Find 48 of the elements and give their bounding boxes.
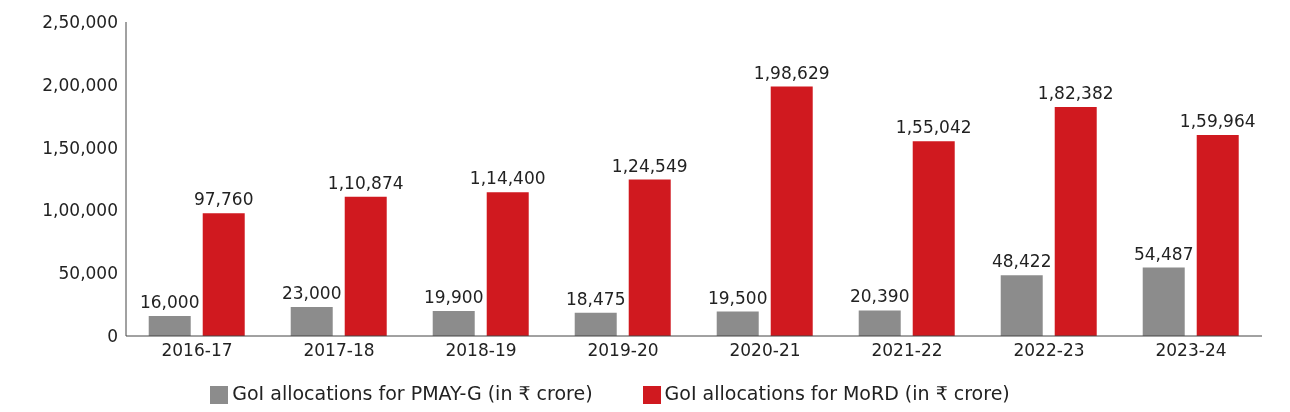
bar [1054,106,1097,336]
data-label: 48,422 [991,251,1052,272]
data-label: 1,59,964 [1179,111,1256,132]
x-tick-label: 2020-21 [729,340,801,361]
bar [858,310,901,336]
bar [628,179,671,336]
data-label: 1,98,629 [753,62,830,83]
bar [716,311,759,336]
data-label: 19,900 [423,287,484,308]
x-tick-label: 2022-23 [1013,340,1085,361]
data-label: 19,500 [707,287,768,308]
bar [432,311,475,336]
data-label: 1,82,382 [1037,82,1114,103]
x-tick-label: 2023-24 [1155,340,1227,361]
bar [344,196,387,336]
x-tick-label: 2018-19 [445,340,517,361]
data-label: 18,475 [565,288,626,309]
bar [770,86,813,336]
bar [202,213,245,336]
bar [1196,135,1239,336]
data-label: 20,390 [849,286,910,307]
data-label: 23,000 [281,283,342,304]
data-label: 97,760 [193,189,254,210]
bar [1000,275,1043,336]
bar [290,307,333,336]
y-tick-label: 1,50,000 [42,137,118,158]
data-label: 1,24,549 [611,155,688,176]
bar [486,192,529,336]
bar [574,312,617,336]
bar [912,141,955,336]
y-tick-label: 50,000 [58,263,118,284]
bar [148,315,191,336]
y-tick-label: 2,50,000 [42,12,118,33]
x-tick-label: 2021-22 [871,340,943,361]
y-tick-label: 2,00,000 [42,74,118,95]
legend-label: GoI allocations for MoRD (in ₹ crore) [664,382,1010,404]
x-tick-label: 2017-18 [303,340,375,361]
x-tick-label: 2016-17 [161,340,233,361]
bar [1142,267,1185,336]
data-label: 1,14,400 [469,168,546,189]
x-tick-label: 2019-20 [587,340,659,361]
y-tick-label: 1,00,000 [42,200,118,221]
data-label: 1,55,042 [895,117,972,138]
data-label: 54,487 [1133,243,1194,264]
data-label: 16,000 [139,291,200,312]
legend-label: GoI allocations for PMAY-G (in ₹ crore) [232,382,593,404]
y-tick-label: 0 [107,326,118,347]
data-label: 1,10,874 [327,172,404,193]
